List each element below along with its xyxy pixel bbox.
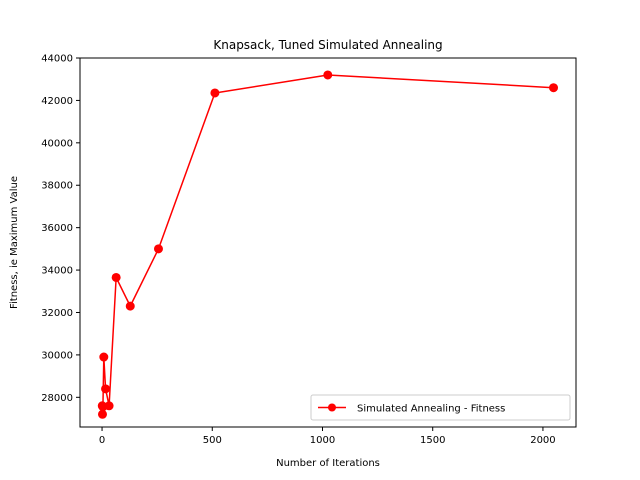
y-tick-label: 28000 (41, 393, 73, 404)
y-tick-label: 40000 (41, 138, 73, 149)
y-tick-label: 44000 (41, 54, 73, 65)
data-point (125, 301, 135, 311)
data-point (210, 88, 220, 98)
x-tick-label: 0 (99, 435, 105, 446)
x-tick-label: 500 (203, 435, 222, 446)
series-layer (97, 70, 559, 419)
x-tick-label: 1500 (420, 435, 445, 446)
x-tick-label: 2000 (530, 435, 555, 446)
data-point (97, 409, 107, 419)
legend-marker-swatch (328, 403, 336, 412)
chart-title: Knapsack, Tuned Simulated Annealing (213, 38, 442, 52)
y-axis-title: Fitness, ie Maximum Value (9, 176, 20, 309)
x-axis-title: Number of Iterations (276, 458, 380, 469)
y-tick-label: 36000 (41, 223, 73, 234)
x-tick-label: 1000 (310, 435, 335, 446)
plot-area-frame (79, 57, 577, 428)
legend-box (310, 394, 571, 421)
y-tick-label: 42000 (41, 96, 73, 107)
y-tick-label: 38000 (41, 181, 73, 192)
data-point (101, 384, 111, 394)
y-tick-label: 30000 (41, 350, 73, 361)
data-point (104, 401, 114, 411)
data-point (549, 83, 559, 93)
y-tick-label: 32000 (41, 308, 73, 319)
data-point (99, 352, 109, 362)
y-tick-label: 34000 (41, 266, 73, 277)
y-axis-ticks: 28000 30000 32000 34000 36000 38000 40000 42000… (41, 54, 80, 404)
data-point (323, 70, 333, 80)
data-point (111, 272, 121, 282)
x-axis-ticks: 0 500 1000 1500 2000 (99, 427, 556, 446)
legend: Simulated Annealing - Fitness (310, 394, 571, 421)
legend-label: Simulated Annealing - Fitness (357, 404, 505, 415)
data-point (153, 244, 163, 254)
